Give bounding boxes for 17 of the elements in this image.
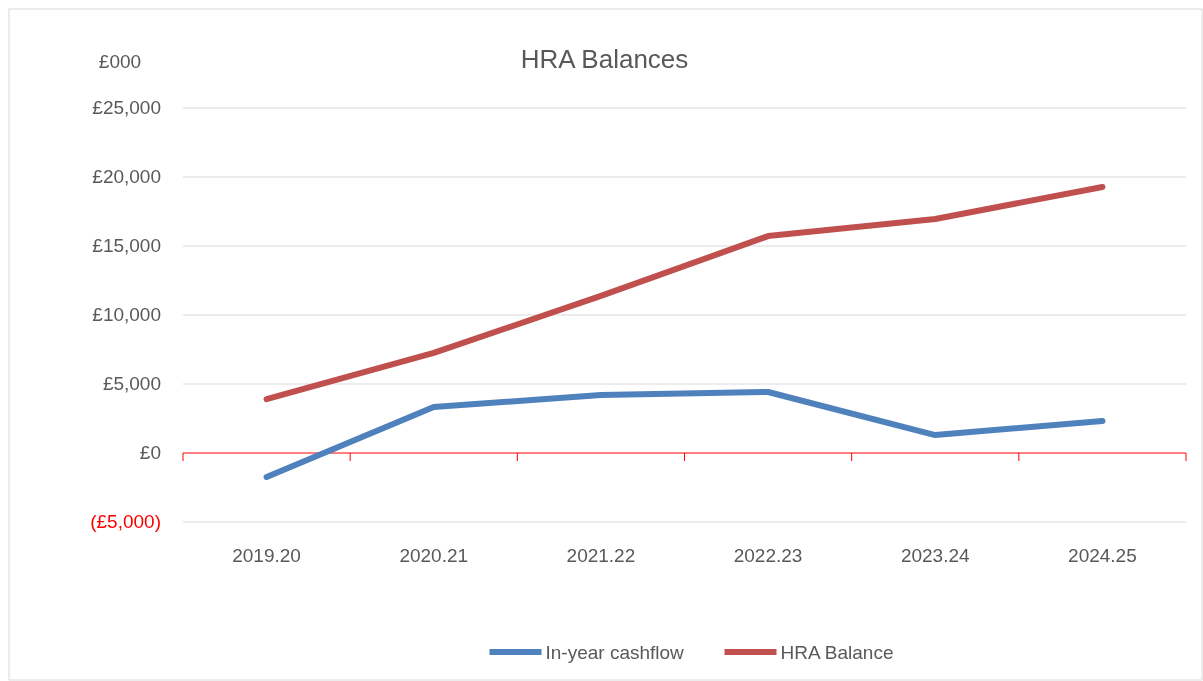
chart-title: HRA Balances — [520, 44, 689, 74]
y-tick-label: (£5,000) — [90, 511, 161, 532]
y-tick-label: £10,000 — [92, 304, 161, 325]
x-tick-label: 2021.22 — [566, 545, 636, 566]
x-tick-label: 2023.24 — [900, 545, 971, 566]
x-tick-label: 2022.23 — [733, 545, 803, 566]
x-tick-label: 2024.25 — [1068, 545, 1137, 566]
y-tick-label: £15,000 — [92, 235, 161, 256]
legend-label: In-year cashflow — [545, 642, 685, 663]
x-tick-label: 2019.20 — [232, 545, 301, 566]
legend-label: HRA Balance — [780, 642, 894, 663]
y-tick-label: £5,000 — [102, 373, 161, 394]
y-tick-label: £25,000 — [92, 97, 161, 118]
x-tick-label: 2020.21 — [399, 545, 469, 566]
y-axis-title: £000 — [98, 51, 142, 72]
y-tick-label: £0 — [139, 442, 161, 463]
y-tick-label: £20,000 — [92, 166, 161, 187]
